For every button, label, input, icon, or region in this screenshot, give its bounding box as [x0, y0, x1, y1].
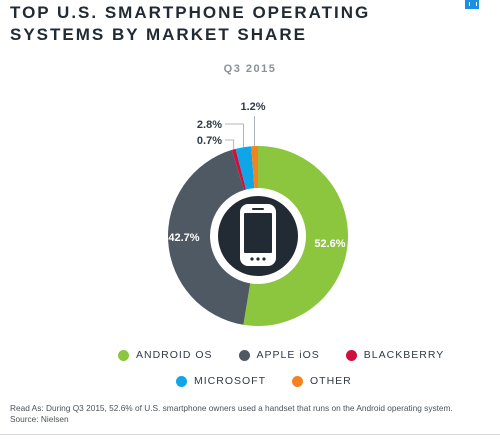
chart-title: TOP U.S. SMARTPHONE OPERATING SYSTEMS BY…	[10, 3, 371, 44]
legend-swatch-microsoft	[176, 375, 187, 387]
legend-item-android: ANDROID OS	[118, 349, 213, 361]
legend-swatch-blackberry	[345, 349, 357, 361]
legend-swatch-apple-ios	[238, 349, 250, 361]
data-labels: 52.6% 42.7% 1.2% 2.8% 0.7%	[168, 101, 345, 250]
footnote: Read As: During Q3 2015, 52.6% of U.S. s…	[10, 403, 495, 425]
legend-item-microsoft: MICROSOFT	[176, 375, 266, 387]
donut-chart: 52.6% 42.7% 1.2% 2.8% 0.7%	[168, 101, 349, 326]
data-label-microsoft: 2.8%	[197, 119, 222, 131]
leader-lines	[225, 116, 256, 150]
slice-android	[243, 146, 349, 326]
data-label-blackberry: 0.7%	[197, 135, 222, 147]
legend-label-microsoft: MICROSOFT	[194, 375, 266, 387]
legend-item-blackberry: BLACKBERRY	[345, 349, 445, 361]
footnote-read-as: Read As: During Q3 2015, 52.6% of U.S. s…	[10, 403, 453, 413]
data-label-apple-ios: 42.7%	[168, 232, 199, 244]
chart-subtitle: Q3 2015	[223, 63, 277, 75]
slice-other	[251, 146, 258, 189]
leader-line-blackberry	[225, 139, 235, 150]
bottom-divider	[0, 434, 500, 435]
slice-blackberry	[231, 148, 247, 191]
slice-microsoft	[235, 146, 255, 190]
corner-badge-icon	[465, 0, 479, 9]
legend-swatch-other	[292, 375, 303, 387]
legend-item-apple-ios: APPLE iOS	[238, 349, 320, 361]
data-label-android: 52.6%	[314, 238, 345, 250]
legend-label-android: ANDROID OS	[136, 349, 213, 361]
smartphone-icon	[212, 190, 304, 282]
data-label-other: 1.2%	[240, 101, 265, 113]
slice-apple-ios	[168, 149, 251, 325]
leader-line-microsoft	[225, 123, 244, 148]
legend-label-blackberry: BLACKBERRY	[363, 349, 445, 361]
legend-swatch-android	[118, 349, 129, 361]
donut-slices	[168, 146, 349, 326]
legend-item-other: OTHER	[292, 375, 352, 387]
legend-label-apple-ios: APPLE iOS	[256, 349, 320, 361]
footnote-source: Source: Nielsen	[10, 414, 69, 424]
legend-label-other: OTHER	[310, 375, 352, 387]
